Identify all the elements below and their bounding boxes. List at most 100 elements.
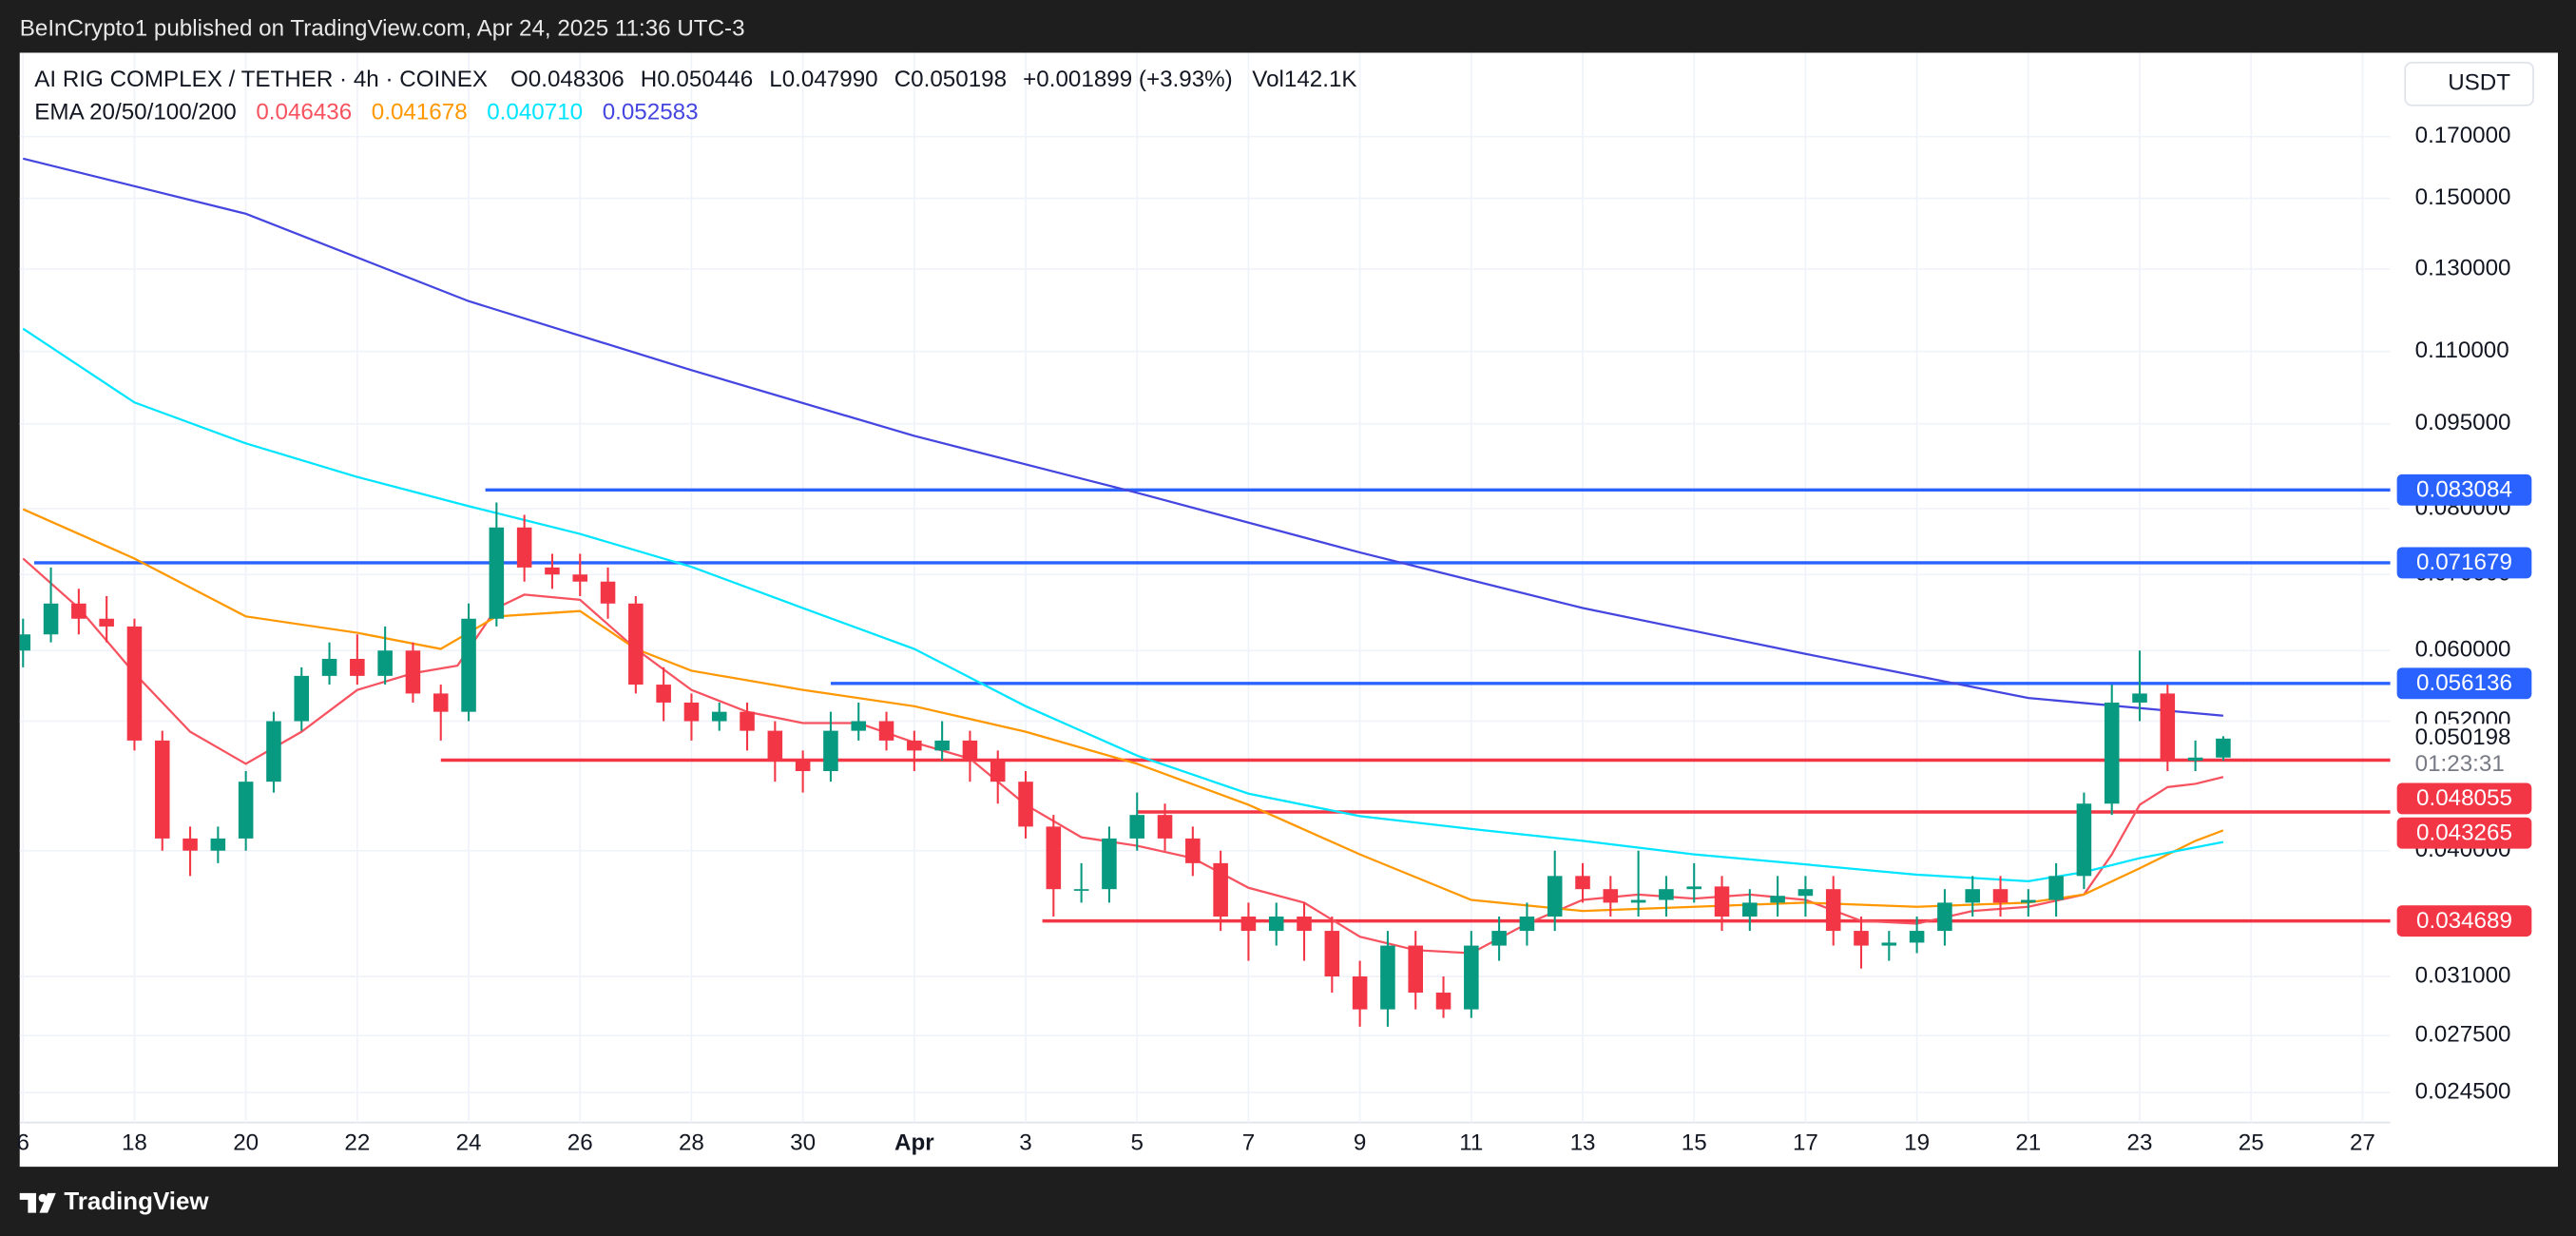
candle-body: [1992, 889, 2009, 903]
x-tick-label: 17: [1793, 1130, 1818, 1155]
candle-body: [823, 730, 838, 772]
y-tick-label: 0.060000: [2415, 637, 2511, 663]
candle-body: [1659, 889, 1674, 900]
candle-body: [126, 626, 143, 741]
ema-value: 0.040710: [487, 100, 583, 126]
x-tick-label: 6: [17, 1130, 29, 1155]
ema-value: 0.052583: [603, 100, 699, 126]
candle-body: [1464, 945, 1479, 1010]
brand[interactable]: TradingView: [64, 1188, 209, 1215]
candle-body: [962, 740, 978, 762]
candle-body: [433, 693, 449, 712]
candle-body: [990, 761, 1006, 782]
y-tick-label: 0.170000: [2415, 123, 2511, 148]
ema-value: 0.046436: [256, 100, 352, 126]
candle-body: [1630, 899, 1646, 903]
candle-body: [1575, 876, 1590, 890]
level-label-box: [2396, 905, 2532, 937]
candle-body: [1102, 838, 1117, 890]
candle-body: [2160, 693, 2176, 762]
candle-body: [2216, 738, 2231, 758]
level-label: 0.034689: [2416, 908, 2512, 934]
ohlc-close: C0.050198: [894, 67, 1007, 92]
y-tick-label: 0.095000: [2415, 410, 2511, 435]
y-tick-label: 0.150000: [2415, 184, 2511, 210]
candle-body: [1213, 862, 1228, 917]
candle-body: [154, 740, 170, 839]
level-label-box: [2396, 473, 2532, 506]
level-label-box: [2396, 817, 2532, 849]
candle-body: [294, 675, 310, 722]
currency[interactable]: USDT: [2448, 70, 2510, 96]
candle-body: [1854, 931, 1869, 946]
candle-body: [1268, 917, 1284, 932]
candle-body: [19, 634, 31, 651]
price-labels: 0.083084 0.071679 0.056136 0.05019801:23:31…: [2396, 473, 2546, 937]
candle-body: [183, 838, 198, 851]
x-tick-label: 5: [1131, 1130, 1144, 1155]
candle-body: [683, 702, 700, 722]
candle-body: [210, 838, 226, 851]
x-tick-label: 11: [1459, 1130, 1483, 1155]
candle-body: [2187, 757, 2203, 762]
y-tick-label: 0.031000: [2415, 962, 2511, 988]
candle-body: [795, 761, 811, 772]
candle-body: [1686, 886, 1701, 890]
candle-body: [461, 618, 476, 712]
level-label: 0.043265: [2416, 820, 2512, 845]
x-tick-label: 28: [679, 1130, 704, 1155]
candle-body: [1408, 945, 1424, 994]
footer-bar: [0, 1167, 2576, 1236]
y-tick-label: 0.110000: [2415, 338, 2509, 363]
ema-line: EMA 20/50/100/200 0.046436 0.041678 0.04…: [34, 100, 698, 126]
candle-body: [1240, 917, 1257, 932]
ema-line: [22, 557, 2224, 955]
x-tick-label: 18: [122, 1130, 147, 1155]
candle-body: [43, 603, 59, 635]
ohlc-low: L0.047990: [769, 67, 877, 92]
chart-panel: [19, 52, 2558, 1168]
currency-button[interactable]: [2404, 61, 2534, 106]
level-label: 0.048055: [2416, 785, 2512, 811]
candle-body: [1435, 993, 1451, 1010]
candle-body: [1073, 889, 1089, 891]
bar-countdown: 01:23:31: [2415, 751, 2505, 777]
x-tick-label: Apr: [894, 1130, 934, 1155]
candle-body: [1129, 815, 1145, 839]
candle-body: [1603, 889, 1619, 903]
y-tick-label: 0.024500: [2415, 1079, 2511, 1105]
candle-body: [1547, 876, 1563, 917]
candle-body: [99, 618, 114, 627]
volume: Vol142.1K: [1252, 67, 1356, 92]
publish-info: BeInCrypto1 published on TradingView.com…: [20, 16, 745, 42]
x-tick-label: 23: [2127, 1130, 2153, 1155]
candle-body: [1881, 942, 1897, 946]
candle-body: [1714, 886, 1730, 917]
x-tick-label: 15: [1682, 1130, 1707, 1155]
y-tick-label: 0.027500: [2415, 1022, 2511, 1048]
logo-mark: [19, 1192, 37, 1213]
x-tick-label: 7: [1242, 1130, 1255, 1155]
logo-slash: [39, 1192, 56, 1213]
ema-value: 0.041678: [372, 100, 468, 126]
candle-body: [628, 603, 644, 686]
symbol-line: AI RIG COMPLEX / TETHER · 4h · COINEX O0…: [34, 67, 1356, 92]
ohlc-open: O0.048306: [510, 67, 625, 92]
candle-body: [545, 567, 560, 575]
candle-body: [878, 721, 894, 741]
ohlc-high: H0.050446: [641, 67, 753, 92]
ohlc-change: +0.001899 (+3.93%): [1023, 67, 1233, 92]
x-tick-label: 30: [790, 1130, 816, 1155]
candle-body: [1909, 931, 1925, 943]
x-tick-label: 26: [567, 1130, 593, 1155]
x-tick-label: 13: [1570, 1130, 1596, 1155]
candle-body: [2132, 693, 2147, 703]
candle-body: [1352, 976, 1368, 1010]
candle-body: [711, 711, 727, 722]
candle-body: [600, 581, 616, 604]
candle-body: [1770, 896, 1785, 903]
candle-body: [572, 574, 588, 582]
ema-line: [22, 157, 2223, 717]
